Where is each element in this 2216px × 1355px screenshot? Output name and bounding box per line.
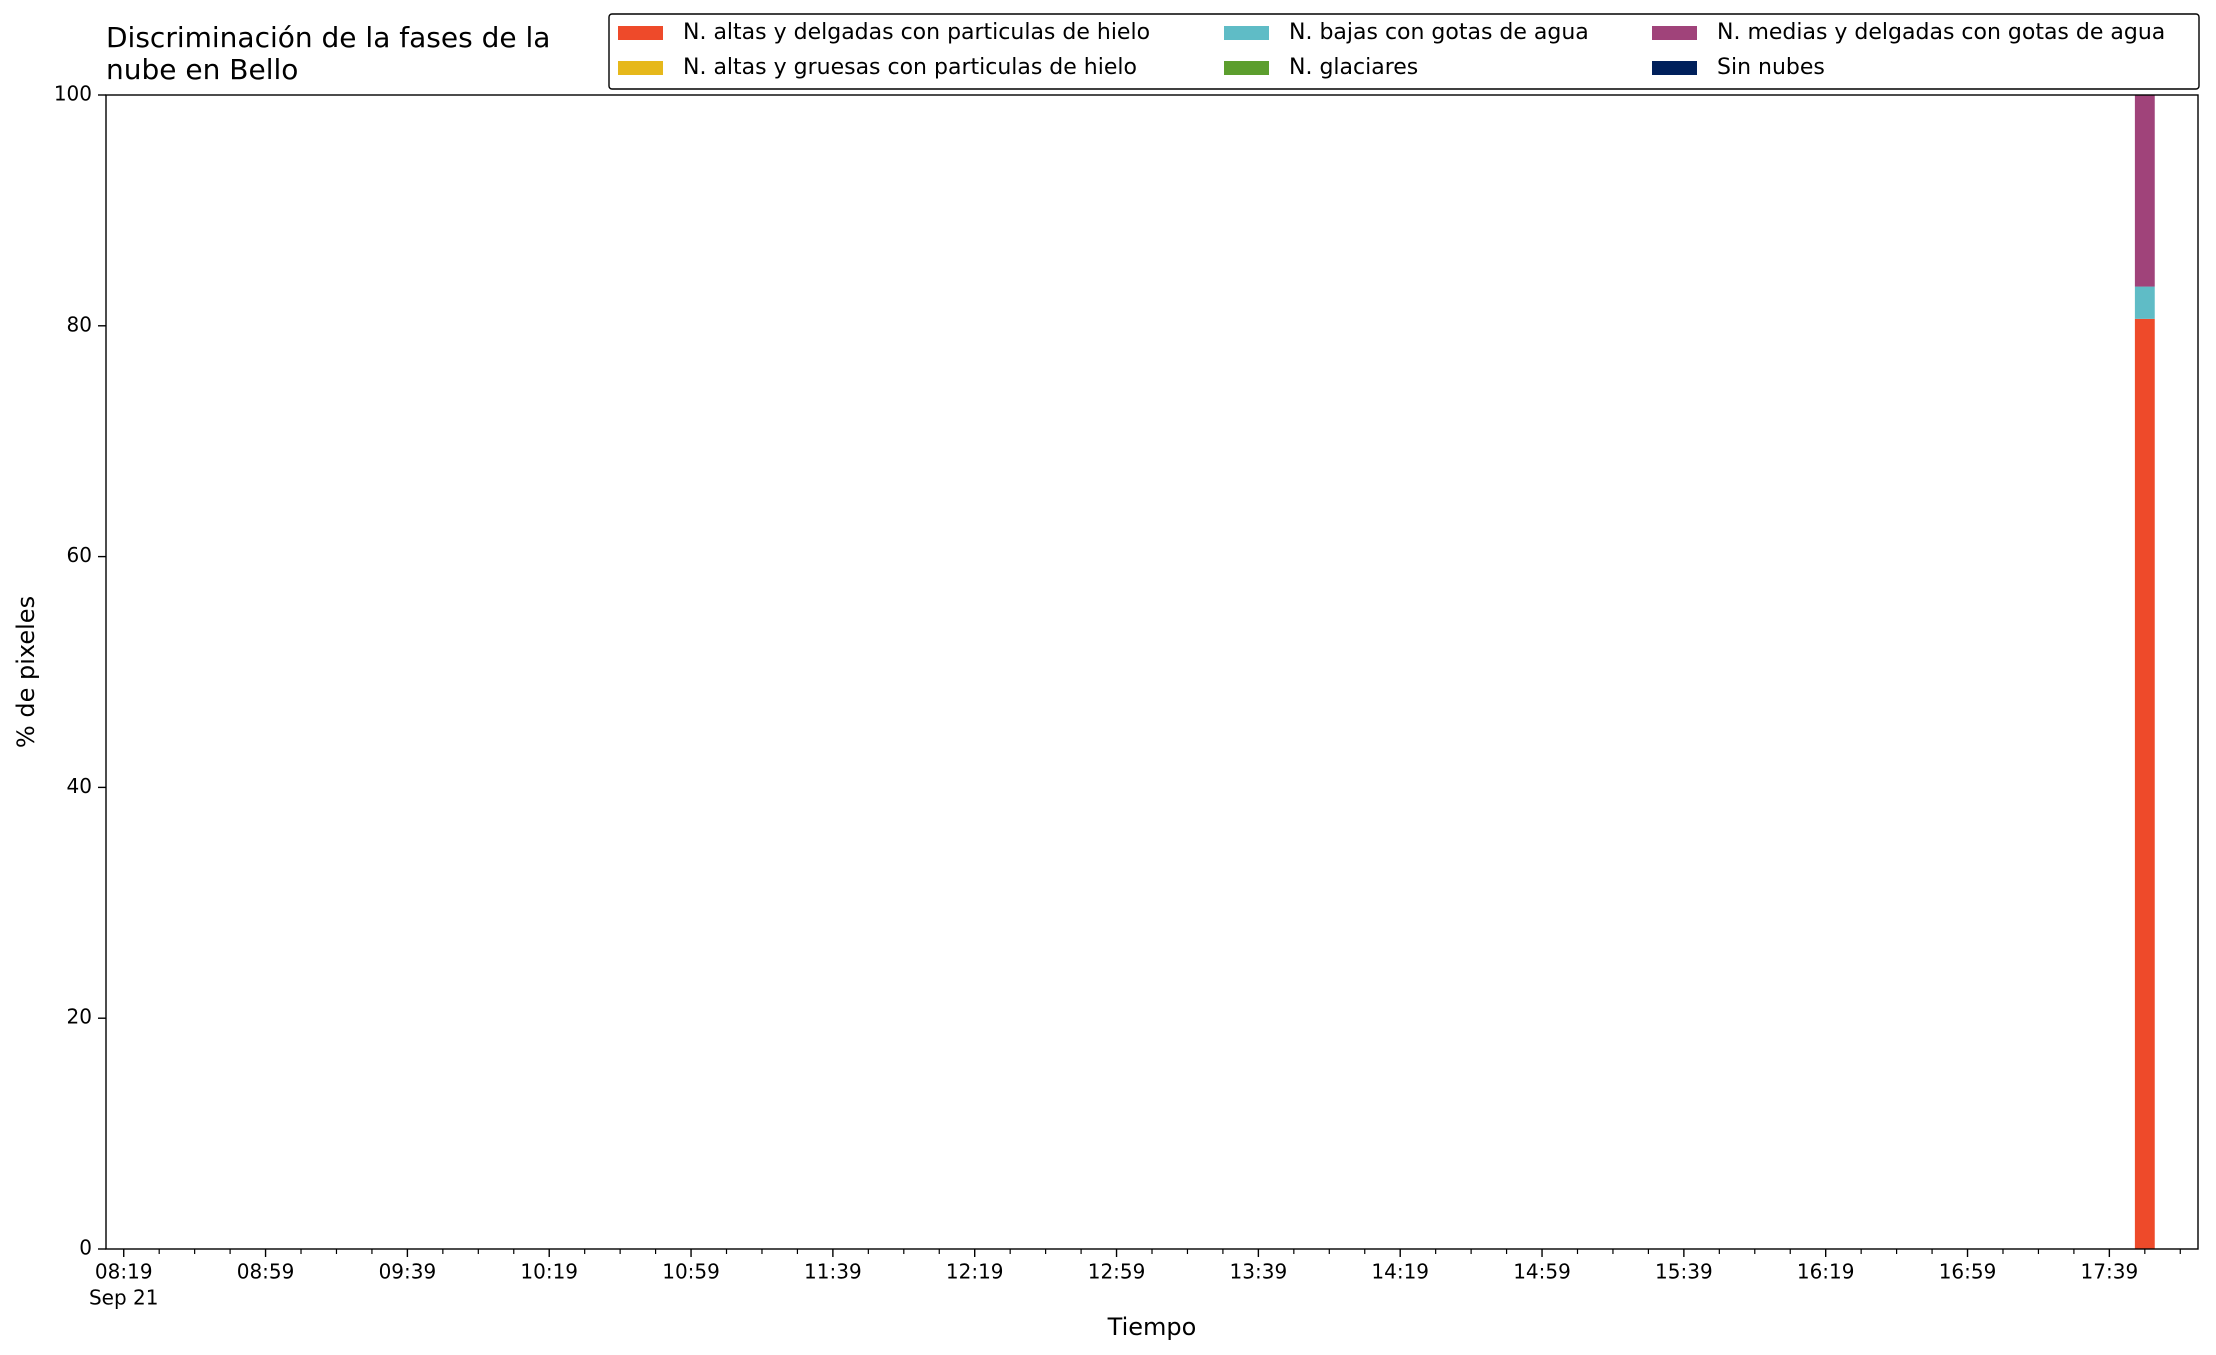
y-tick-label: 40 (67, 774, 92, 798)
x-tick-label: 12:59 (1088, 1260, 1146, 1284)
x-tick-label: 13:39 (1230, 1260, 1288, 1284)
x-tick-label: 10:59 (662, 1260, 720, 1284)
legend-swatch (1224, 61, 1269, 75)
legend-box (608, 13, 2200, 90)
chart-title: Discriminación de la fases de la nube en… (106, 21, 551, 86)
x-date-label: Sep 21 (89, 1286, 159, 1310)
x-tick-label: 15:39 (1655, 1260, 1713, 1284)
legend-swatch (1224, 26, 1269, 40)
x-tick-label: 09:39 (379, 1260, 437, 1284)
y-tick-label: 0 (79, 1236, 92, 1260)
x-tick-label: 17:39 (2081, 1260, 2139, 1284)
y-tick-label: 20 (67, 1005, 92, 1029)
legend-label: Sin nubes (1717, 55, 1825, 80)
plot-frame (105, 94, 2199, 1250)
x-tick-label: 08:19 (95, 1260, 153, 1284)
y-tick-label: 100 (54, 82, 92, 106)
x-tick-label: 14:19 (1371, 1260, 1429, 1284)
legend-label: N. altas y delgadas con particulas de hi… (683, 20, 1150, 45)
y-tick-label: 80 (67, 312, 92, 336)
bar-segment (2134, 286, 2155, 319)
legend-swatch (618, 61, 663, 75)
x-axis-label: Tiempo (1107, 1313, 1197, 1341)
legend-label: N. medias y delgadas con gotas de agua (1717, 20, 2165, 45)
y-axis-label: % de pixeles (12, 596, 40, 748)
x-tick-label: 08:59 (237, 1260, 295, 1284)
legend-swatch (1652, 61, 1697, 75)
x-tick-label: 11:39 (804, 1260, 862, 1284)
x-tick-label: 14:59 (1513, 1260, 1571, 1284)
y-tick-label: 60 (67, 543, 92, 567)
x-tick-label: 10:19 (520, 1260, 578, 1284)
bar-segment (2134, 95, 2155, 287)
legend-label: N. bajas con gotas de agua (1289, 20, 1589, 45)
x-tick-label: 12:19 (946, 1260, 1004, 1284)
legend-label: N. altas y gruesas con particulas de hie… (683, 55, 1137, 80)
x-tick-label: 16:59 (1939, 1260, 1997, 1284)
legend-swatch (1652, 26, 1697, 40)
legend-swatch (618, 26, 663, 40)
legend-label: N. glaciares (1289, 55, 1418, 80)
x-tick-label: 16:19 (1797, 1260, 1855, 1284)
bar-segment (2134, 318, 2155, 1250)
